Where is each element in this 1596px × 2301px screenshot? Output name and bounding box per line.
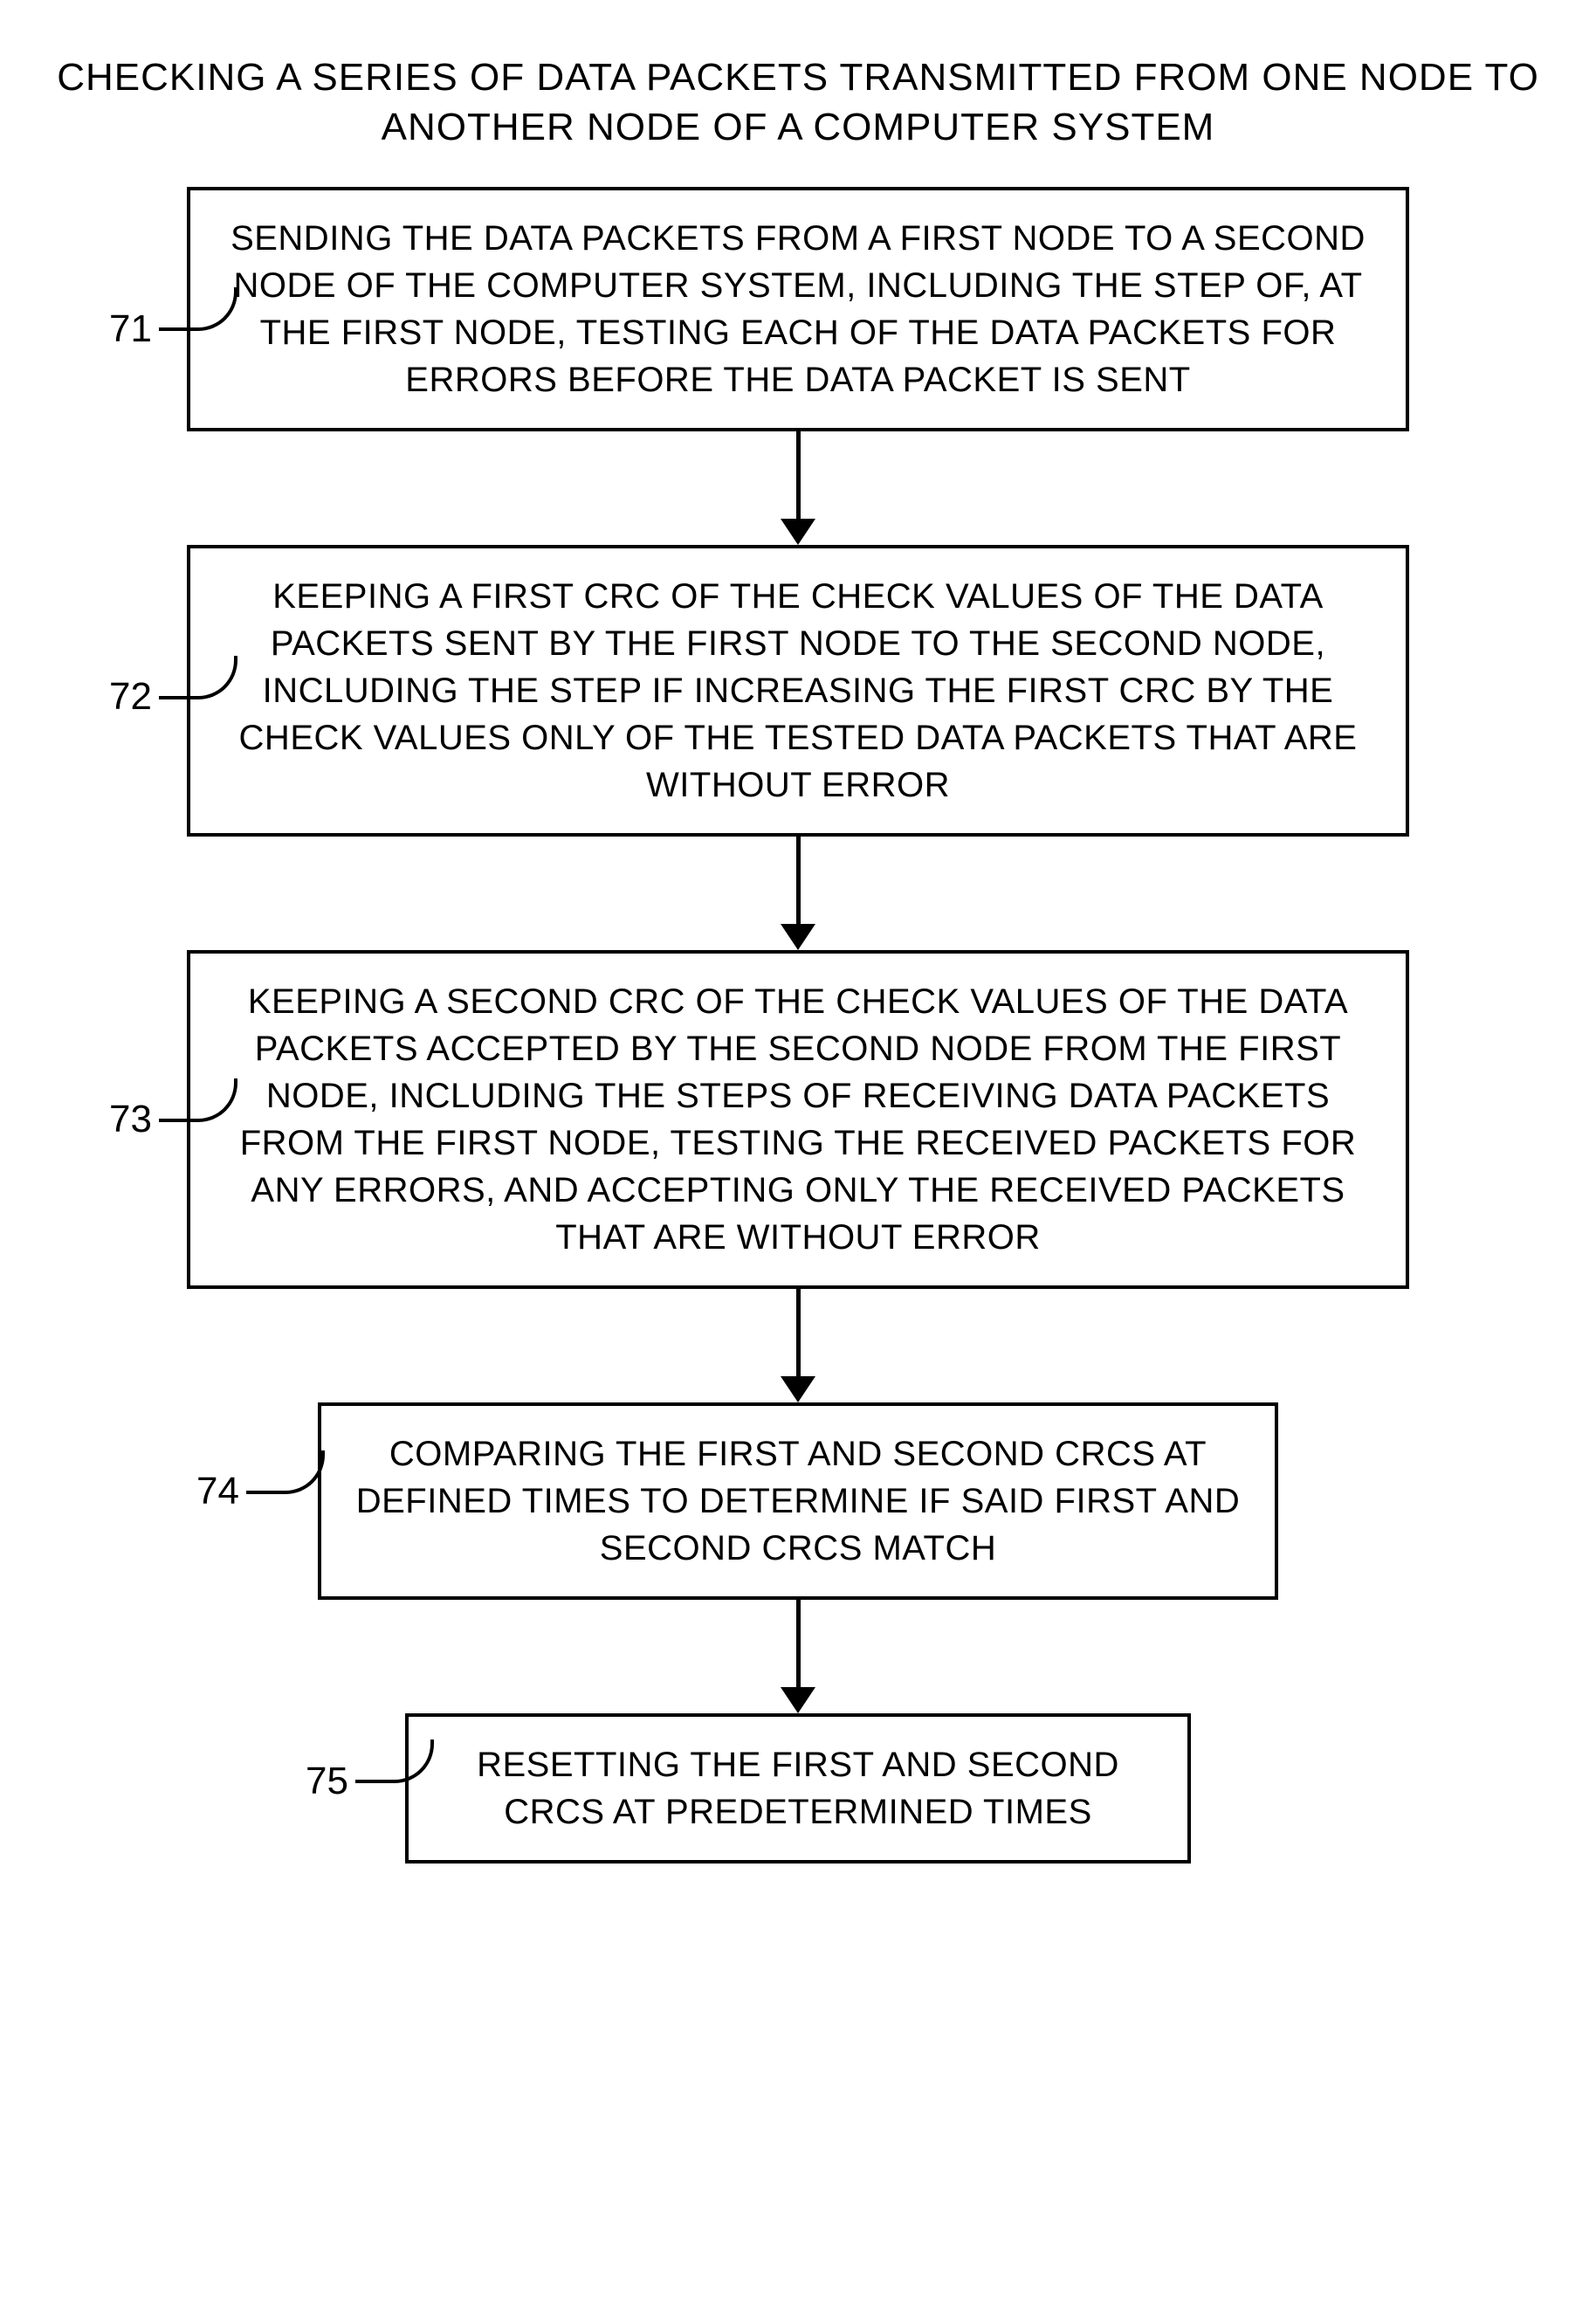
step-id-75: 75: [306, 1760, 348, 1803]
step-label-72: 72: [109, 675, 237, 719]
arrow-icon: [781, 431, 815, 545]
label-connector-icon: [355, 1740, 434, 1783]
arrow-head-icon: [781, 1376, 815, 1402]
step-id-74: 74: [196, 1470, 239, 1513]
arrow-head-icon: [781, 1687, 815, 1713]
arrow-line: [796, 1600, 801, 1687]
label-connector-icon: [246, 1450, 325, 1494]
step-box-72: KEEPING A FIRST CRC OF THE CHECK VALUES …: [187, 545, 1409, 837]
arrow-icon: [781, 837, 815, 950]
step-row-75: 75 RESETTING THE FIRST AND SECOND CRCS A…: [35, 1713, 1561, 1864]
label-connector-icon: [159, 656, 237, 699]
flowchart-container: CHECKING A SERIES OF DATA PACKETS TRANSM…: [35, 52, 1561, 1864]
step-id-72: 72: [109, 675, 152, 719]
step-row-72: 72 KEEPING A FIRST CRC OF THE CHECK VALU…: [35, 545, 1561, 837]
arrow-line: [796, 1289, 801, 1376]
arrow-head-icon: [781, 519, 815, 545]
step-label-73: 73: [109, 1098, 237, 1141]
step-box-75: RESETTING THE FIRST AND SECOND CRCS AT P…: [405, 1713, 1191, 1864]
step-box-74: COMPARING THE FIRST AND SECOND CRCS AT D…: [318, 1402, 1278, 1600]
step-row-71: 71 SENDING THE DATA PACKETS FROM A FIRST…: [35, 187, 1561, 431]
step-label-74: 74: [196, 1470, 325, 1513]
arrow-head-icon: [781, 924, 815, 950]
step-row-74: 74 COMPARING THE FIRST AND SECOND CRCS A…: [35, 1402, 1561, 1600]
step-box-73: KEEPING A SECOND CRC OF THE CHECK VALUES…: [187, 950, 1409, 1289]
step-label-71: 71: [109, 307, 237, 351]
flowchart-body: 71 SENDING THE DATA PACKETS FROM A FIRST…: [35, 187, 1561, 1864]
arrow-line: [796, 431, 801, 519]
arrow-icon: [781, 1289, 815, 1402]
step-id-73: 73: [109, 1098, 152, 1141]
label-connector-icon: [159, 287, 237, 331]
flowchart-title: CHECKING A SERIES OF DATA PACKETS TRANSM…: [35, 52, 1561, 152]
step-label-75: 75: [306, 1760, 434, 1803]
arrow-line: [796, 837, 801, 924]
label-connector-icon: [159, 1078, 237, 1122]
step-box-71: SENDING THE DATA PACKETS FROM A FIRST NO…: [187, 187, 1409, 431]
step-id-71: 71: [109, 307, 152, 351]
step-row-73: 73 KEEPING A SECOND CRC OF THE CHECK VAL…: [35, 950, 1561, 1289]
arrow-icon: [781, 1600, 815, 1713]
